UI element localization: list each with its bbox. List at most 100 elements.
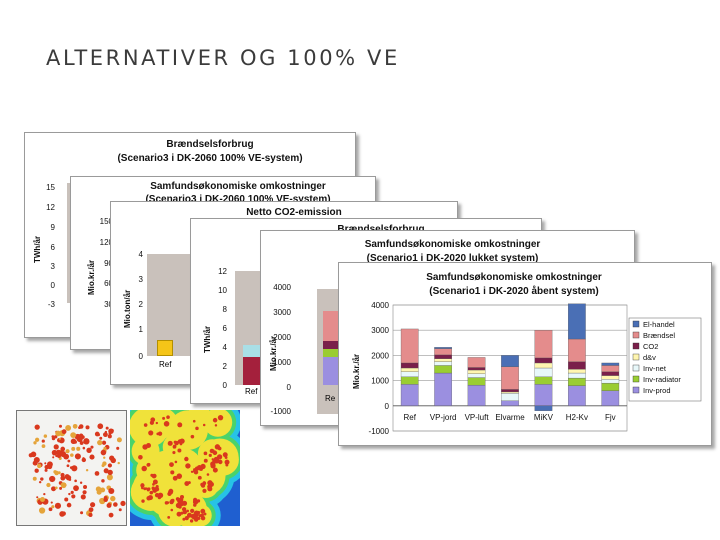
map-point — [66, 502, 72, 508]
x-tick-label: VP-luft — [465, 413, 490, 422]
map-point — [81, 457, 87, 463]
map-point — [51, 436, 56, 441]
map-point — [224, 455, 228, 459]
map-point — [94, 471, 100, 476]
map-point — [212, 467, 218, 473]
y-tick: 120 — [99, 238, 113, 247]
heat-map-density — [130, 410, 240, 526]
bar-ref-segment — [323, 341, 341, 349]
map-point — [100, 487, 106, 493]
map-point — [190, 434, 195, 439]
bar-segment — [568, 372, 586, 379]
map-point — [51, 505, 55, 509]
y-tick: -1000 — [270, 407, 291, 416]
y-tick: 8 — [222, 305, 227, 314]
map-point — [200, 508, 206, 514]
map-point — [55, 449, 61, 455]
map-point — [36, 496, 39, 499]
map-point — [66, 464, 70, 468]
legend-label: CO2 — [643, 342, 658, 351]
map-point — [54, 435, 58, 439]
heat-map-points — [16, 410, 127, 526]
bar-segment — [400, 384, 419, 406]
map-point — [106, 503, 112, 508]
map-point — [170, 498, 175, 503]
map-point — [60, 446, 66, 452]
bar-segment — [467, 369, 486, 374]
y-tick: 0 — [138, 352, 143, 361]
map-point — [189, 519, 194, 523]
legend-swatch — [632, 320, 640, 328]
map-point — [58, 437, 61, 440]
map-point — [43, 434, 48, 438]
y-tick: 4 — [138, 250, 143, 259]
map-point — [202, 488, 207, 493]
map-point — [107, 434, 112, 439]
map-point — [117, 461, 120, 465]
map-point — [166, 415, 170, 419]
legend-swatch — [632, 331, 640, 339]
map-point — [181, 500, 188, 506]
x-tick: Ref — [245, 387, 258, 396]
bar-ref-segment — [323, 311, 341, 341]
map-point — [63, 453, 70, 460]
bar-segment — [501, 389, 519, 393]
map-point — [60, 472, 65, 478]
bar-ref-segment — [323, 357, 341, 385]
map-point — [212, 450, 218, 456]
y-tick-label: 1000 — [371, 377, 389, 386]
map-point — [103, 446, 107, 450]
card-title: Brændselsforbrug — [191, 224, 541, 235]
map-point — [147, 495, 153, 501]
map-point — [90, 445, 94, 449]
legend-label: Inv-radiator — [643, 375, 681, 384]
map-point — [88, 507, 94, 513]
x-tick-label: H2-Kv — [566, 413, 588, 422]
map-point — [100, 449, 107, 456]
map-point — [103, 497, 108, 503]
y-tick: 0 — [222, 381, 227, 390]
map-point — [179, 438, 185, 444]
map-point — [94, 431, 100, 437]
map-point — [44, 462, 47, 465]
map-point — [60, 475, 66, 481]
map-point — [118, 508, 122, 512]
bar-segment — [601, 382, 620, 391]
map-point — [138, 454, 143, 460]
map-point — [167, 491, 172, 496]
bar-segment — [400, 362, 419, 369]
map-point — [105, 426, 109, 430]
legend-label: El-handel — [643, 320, 675, 329]
bar-segment — [400, 328, 419, 364]
legend-label: Inv-prod — [643, 386, 671, 395]
map-point — [71, 494, 76, 499]
x-tick: Ref — [159, 360, 172, 369]
bar-segment — [501, 366, 519, 390]
map-point — [85, 469, 89, 472]
map-point — [211, 458, 214, 461]
y-tick: 4000 — [273, 283, 291, 292]
map-point — [172, 475, 178, 481]
map-point — [206, 473, 210, 476]
map-point — [186, 512, 192, 518]
map-point — [166, 501, 170, 505]
map-point — [157, 431, 163, 436]
map-point — [182, 517, 186, 521]
bar-segment — [601, 371, 620, 376]
bar-segment — [501, 393, 519, 401]
x-tick-label: Ref — [403, 413, 416, 422]
map-point — [202, 423, 206, 427]
card-title: Netto CO2-emission — [246, 207, 342, 218]
map-point — [191, 514, 196, 519]
bar-segment — [467, 357, 486, 368]
map-point — [70, 490, 74, 494]
map-point — [65, 424, 72, 431]
slide-title: ALTERNATIVER OG 100% VE — [46, 46, 400, 70]
bar-segment — [534, 376, 553, 385]
map-point — [102, 461, 107, 466]
map-point — [184, 515, 189, 521]
bar-segment — [534, 362, 553, 369]
map-point — [148, 430, 154, 436]
map-point — [141, 499, 145, 503]
map-point — [32, 476, 37, 481]
